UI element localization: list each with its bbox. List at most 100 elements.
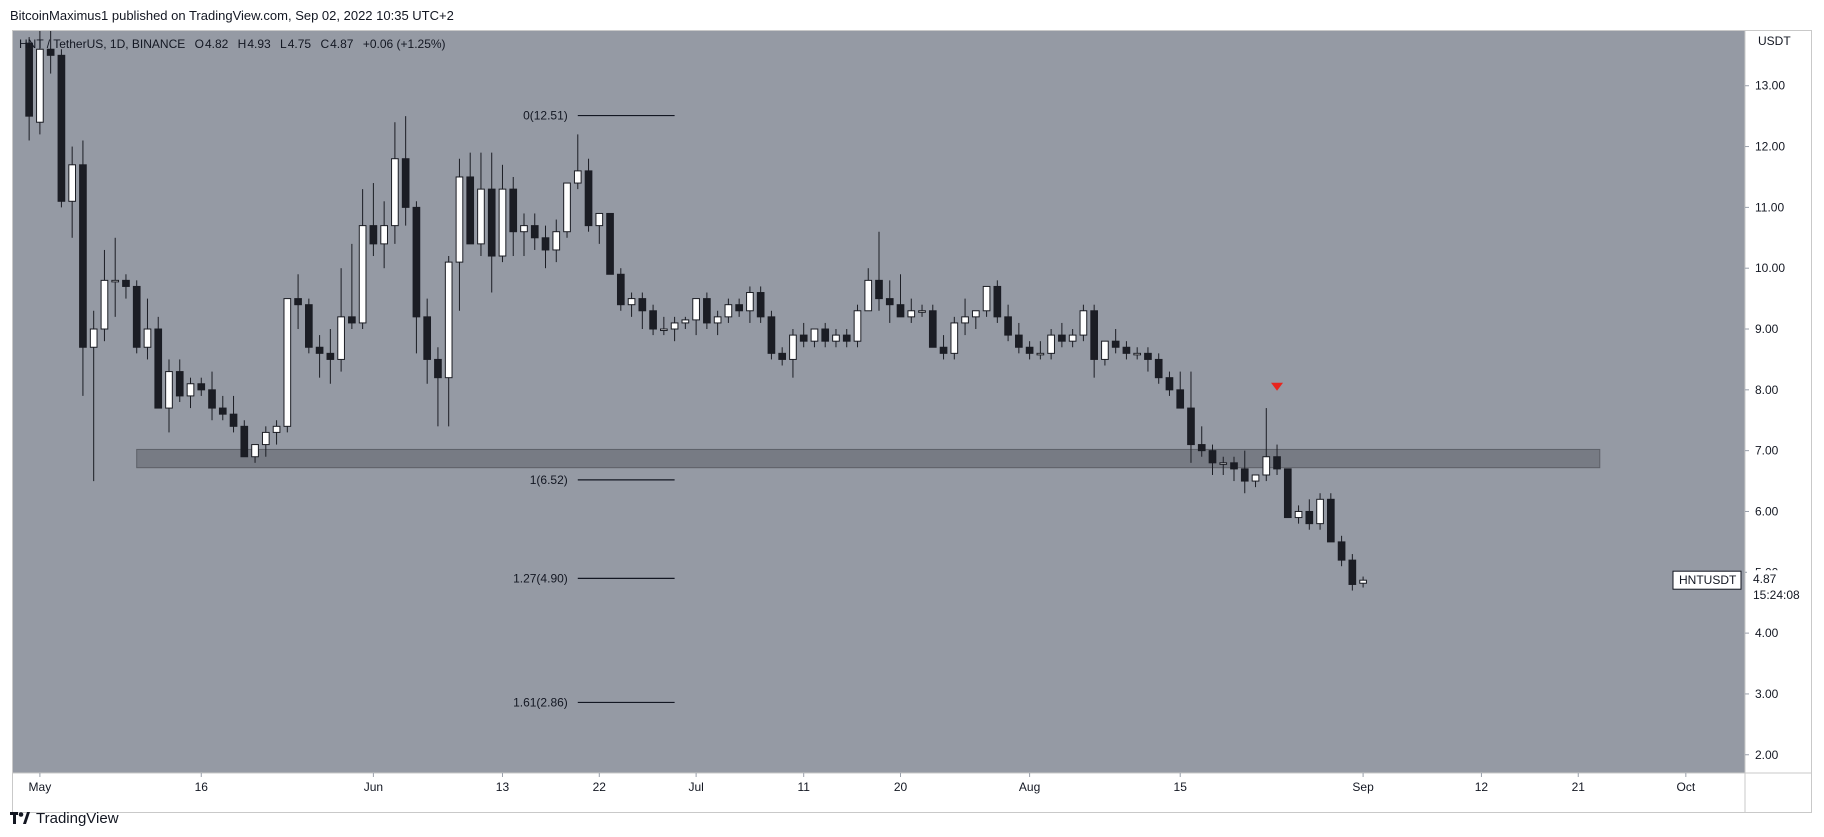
candle bbox=[305, 298, 313, 354]
candle-body-down bbox=[939, 346, 948, 354]
publisher-line: BitcoinMaximus1 published on TradingView… bbox=[10, 6, 454, 26]
tradingview-logo-icon bbox=[10, 812, 30, 824]
candle-body-up bbox=[1294, 510, 1303, 519]
candle bbox=[143, 298, 152, 360]
time-tick-label: 21 bbox=[1572, 780, 1586, 794]
fib-level-label: 1(6.52) bbox=[530, 473, 568, 487]
candle-body-down bbox=[799, 334, 808, 342]
candle-body-up bbox=[573, 170, 582, 184]
time-tick-label: Aug bbox=[1019, 780, 1040, 794]
plot-background bbox=[13, 31, 1745, 773]
candle bbox=[1197, 426, 1206, 457]
candle-body-up bbox=[444, 261, 453, 379]
red-triangle-marker bbox=[1271, 382, 1284, 391]
candle bbox=[218, 395, 227, 421]
candle-body-up bbox=[68, 164, 77, 202]
candle bbox=[1294, 505, 1303, 524]
candle-body-up bbox=[746, 292, 754, 312]
candle bbox=[832, 329, 840, 348]
symbol-tag-text: HNTUSDT bbox=[1679, 573, 1737, 587]
candle-body-up bbox=[595, 212, 604, 227]
candle bbox=[487, 152, 496, 293]
currency-label: USDT bbox=[1758, 34, 1791, 48]
candle bbox=[961, 298, 969, 336]
candle-body-down bbox=[1240, 468, 1249, 482]
candle-body-down bbox=[1273, 456, 1281, 470]
price-tick-label: 11.00 bbox=[1755, 200, 1784, 214]
legend-change: +0.06 (+1.25%) bbox=[363, 37, 446, 51]
price-tag-countdown: 15:24:08 bbox=[1753, 588, 1800, 602]
candle bbox=[918, 304, 926, 317]
candle bbox=[1165, 371, 1174, 396]
candle bbox=[477, 152, 485, 257]
candle-body-down bbox=[638, 298, 647, 312]
candle bbox=[272, 420, 281, 445]
candle-body-down bbox=[46, 48, 55, 56]
candle bbox=[993, 280, 1002, 323]
time-tick-label: Sep bbox=[1352, 780, 1374, 794]
candle bbox=[509, 176, 518, 257]
candle bbox=[36, 24, 44, 135]
candlestick-chart[interactable]: 0(12.51) 1(6.52) 1.27(4.90) 1.61(2.86) 13.0… bbox=[13, 24, 1811, 812]
footer-brand-label: TradingView bbox=[36, 809, 119, 827]
candle-body-down bbox=[885, 298, 894, 306]
candle bbox=[251, 444, 259, 463]
candle-body-up bbox=[552, 231, 561, 251]
candle bbox=[326, 329, 335, 384]
candle-body-down bbox=[1348, 559, 1357, 585]
candle-body-up bbox=[1101, 340, 1109, 360]
candle bbox=[778, 347, 787, 366]
candle-body-up bbox=[165, 371, 173, 409]
candle bbox=[907, 298, 916, 323]
candle bbox=[520, 213, 528, 257]
candle-body-up bbox=[1251, 474, 1260, 482]
candle-body-down bbox=[735, 304, 743, 312]
footer-brand[interactable]: TradingView bbox=[10, 807, 119, 829]
candle bbox=[208, 371, 216, 421]
time-axis[interactable]: May 16 Jun 13 22 Jul 11 20 Aug 15 Sep 12 21 Oct bbox=[29, 773, 1696, 794]
price-axis[interactable]: 13.0012.0011.0010.009.008.007.006.005.00… bbox=[1745, 79, 1785, 762]
candle-body-down bbox=[466, 176, 475, 245]
legend-high: 4.93 bbox=[247, 37, 271, 51]
chart-area[interactable]: 0(12.51) 1(6.52) 1.27(4.90) 1.61(2.86) 13.0… bbox=[12, 24, 1812, 813]
price-tick-label: 2.00 bbox=[1755, 748, 1779, 762]
candle bbox=[789, 329, 797, 378]
candle-body-down bbox=[767, 316, 776, 354]
candle-body-up bbox=[261, 431, 270, 446]
candle bbox=[455, 158, 464, 311]
marker-layer bbox=[1271, 382, 1284, 391]
candle-body-down bbox=[487, 188, 496, 257]
support-zone-rect bbox=[136, 448, 1601, 469]
candle-body-up bbox=[337, 316, 345, 360]
candle bbox=[111, 237, 120, 317]
candle bbox=[186, 377, 195, 409]
candle-body-up bbox=[627, 298, 636, 306]
legend-low-label: L bbox=[280, 37, 287, 51]
candle-body-up bbox=[1079, 310, 1088, 336]
candle bbox=[391, 122, 399, 244]
candle-body-down bbox=[928, 310, 937, 348]
candle bbox=[713, 310, 722, 336]
candle bbox=[132, 280, 141, 354]
fib-level-label: 0(12.51) bbox=[523, 109, 568, 123]
candle-body-down bbox=[1154, 358, 1163, 379]
candle-body-down bbox=[606, 212, 614, 275]
candle-body-down bbox=[132, 285, 141, 348]
candle bbox=[444, 256, 453, 427]
candle bbox=[358, 189, 367, 330]
legend-line: HNT / TetherUS, 1D, BINANCE O4.82 H4.93 … bbox=[19, 37, 446, 51]
candle bbox=[595, 212, 604, 244]
candle-body-down bbox=[154, 328, 163, 409]
last-price-tag: HNTUSDT 4.87 15:24:08 bbox=[1672, 570, 1809, 606]
candles-layer bbox=[25, 24, 1367, 591]
candle bbox=[401, 116, 410, 226]
price-tag-box bbox=[1747, 570, 1809, 606]
time-tick-label: 16 bbox=[195, 780, 209, 794]
support-zone-layer bbox=[136, 448, 1601, 469]
time-tick-label: 13 bbox=[496, 780, 510, 794]
candle bbox=[670, 316, 679, 342]
candle bbox=[1187, 371, 1195, 463]
candle-body-down bbox=[1090, 310, 1098, 360]
candle bbox=[1316, 493, 1324, 530]
candle bbox=[283, 298, 292, 433]
